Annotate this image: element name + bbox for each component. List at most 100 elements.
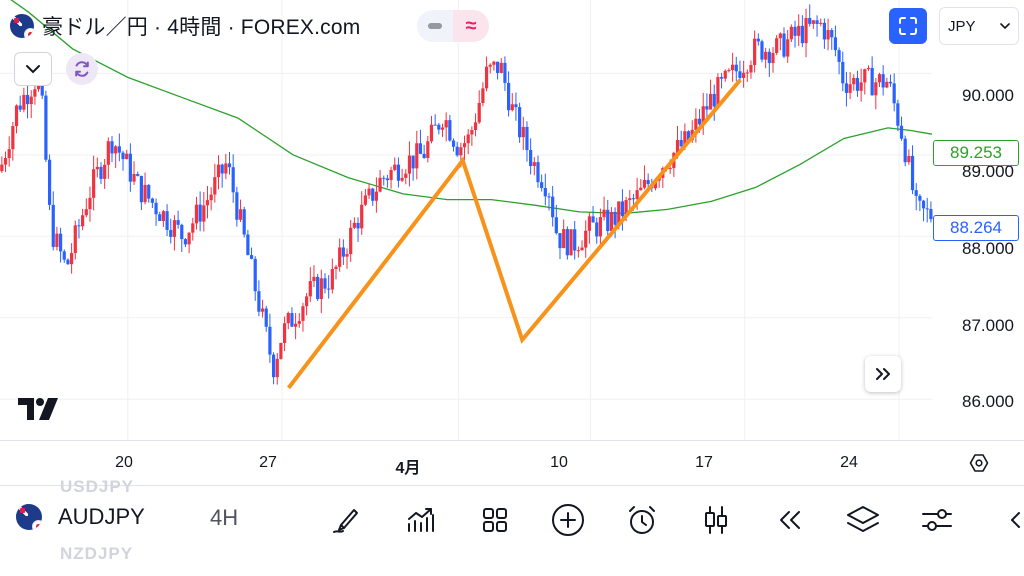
candle-body [532,162,536,167]
timeframe-button[interactable]: 4H [210,505,239,530]
symbol-header[interactable]: 豪ドル／円 · 4時間 · FOREX.com [10,10,360,42]
candle-body [437,124,441,130]
candle-body [855,77,860,91]
symbol-ticker[interactable]: AUDJPY [58,504,145,529]
candle-body [260,308,265,312]
layout-grid-button[interactable] [475,500,515,540]
time-axis-label: 27 [259,454,277,471]
candle-body [385,178,390,181]
candle-body [793,26,797,36]
candle-body [562,229,566,249]
candle-body [198,204,202,222]
candle-body [822,22,827,40]
candle-body [448,120,452,141]
candle-body [286,313,290,324]
candle-body [819,22,823,24]
candle-body [360,204,364,229]
candle-body [877,74,882,83]
price-chart[interactable] [0,0,1024,485]
axis-settings-button[interactable] [966,450,992,476]
brush-icon [333,509,358,533]
symbol-title[interactable]: 豪ドル／円 · 4時間 · FOREX.com [42,16,361,39]
candle-body [224,163,228,174]
candle-body [459,147,463,156]
scroll-to-realtime-button[interactable] [865,356,901,392]
approx-badge[interactable]: ≈ [453,10,489,42]
last-price-flag: 88.264 [933,215,1019,241]
candle-body [103,164,107,179]
bottom-toolbar: USDJPY AUDJPY 4H NZDJPY [0,477,1024,576]
candle-body [128,153,132,182]
candle-body [697,118,702,125]
candle-body [187,232,191,245]
candle-body [628,198,632,201]
candle-body [202,205,206,222]
candle-body [99,166,103,179]
candle-body [305,296,309,307]
candle-body [338,247,342,267]
price-axis-label: 86.000 [962,392,1014,411]
chart-type-button[interactable] [696,500,736,540]
refresh-button[interactable] [66,53,98,85]
candle-body [675,140,680,153]
candle-body [481,88,485,103]
candle-body [407,155,412,174]
prev-symbol-ghost[interactable]: USDJPY [60,477,135,496]
candle-body [826,30,830,40]
layers-icon [847,506,879,532]
candle-body [393,164,397,170]
candle-body [176,220,180,225]
candle-body [576,250,580,252]
candle-body [429,124,434,142]
candle-body [125,153,129,160]
candle-body [213,177,217,195]
candle-body [749,65,753,73]
candle-body [731,64,735,71]
alert-button[interactable] [622,500,662,540]
drawing-tools-button[interactable] [326,500,366,540]
candle-body [929,208,933,220]
minus-icon[interactable] [417,10,453,42]
currency-selector[interactable]: JPY [939,7,1019,45]
candle-body [753,38,757,66]
next-symbol-ghost[interactable]: NZDJPY [60,544,134,563]
replay-button[interactable] [769,500,809,540]
candle-body [885,81,889,88]
candle-body [161,211,166,221]
candle-body [81,215,85,227]
candle-body [172,220,177,237]
candle-body [290,313,294,327]
candle-body [470,130,474,135]
candle-body [529,150,533,167]
toolbar-scroll-button[interactable] [1006,500,1024,540]
candle-body [708,93,713,110]
candle-body [609,211,614,232]
candle-body [154,202,158,215]
collapse-legend-button[interactable] [14,52,52,86]
candle-body [782,33,786,57]
candle-body [518,107,522,138]
candle-body [95,166,99,170]
object-tree-button[interactable] [843,500,883,540]
chart-settings-button[interactable] [917,500,957,540]
candle-body [205,200,210,206]
add-button[interactable] [548,500,588,540]
candle-body [573,229,577,251]
status-badges[interactable]: ≈ [417,10,489,42]
chevron-down-icon [26,65,40,74]
candle-body [106,141,110,165]
candle-body [907,155,911,163]
indicators-button[interactable] [400,500,440,540]
candle-body [921,200,926,209]
candle-body [150,198,154,203]
symbol-switcher[interactable]: AUDJPY [16,504,145,530]
candle-body [870,67,874,96]
pattern-drawing-line [287,78,742,390]
ma-price-flag: 89.253 [933,140,1019,166]
candle-body [58,233,63,252]
candle-body [18,105,22,110]
price-axis-label: 90.000 [962,86,1014,105]
fullscreen-button[interactable] [889,8,927,44]
candle-body [466,134,470,144]
candle-body [158,214,162,221]
